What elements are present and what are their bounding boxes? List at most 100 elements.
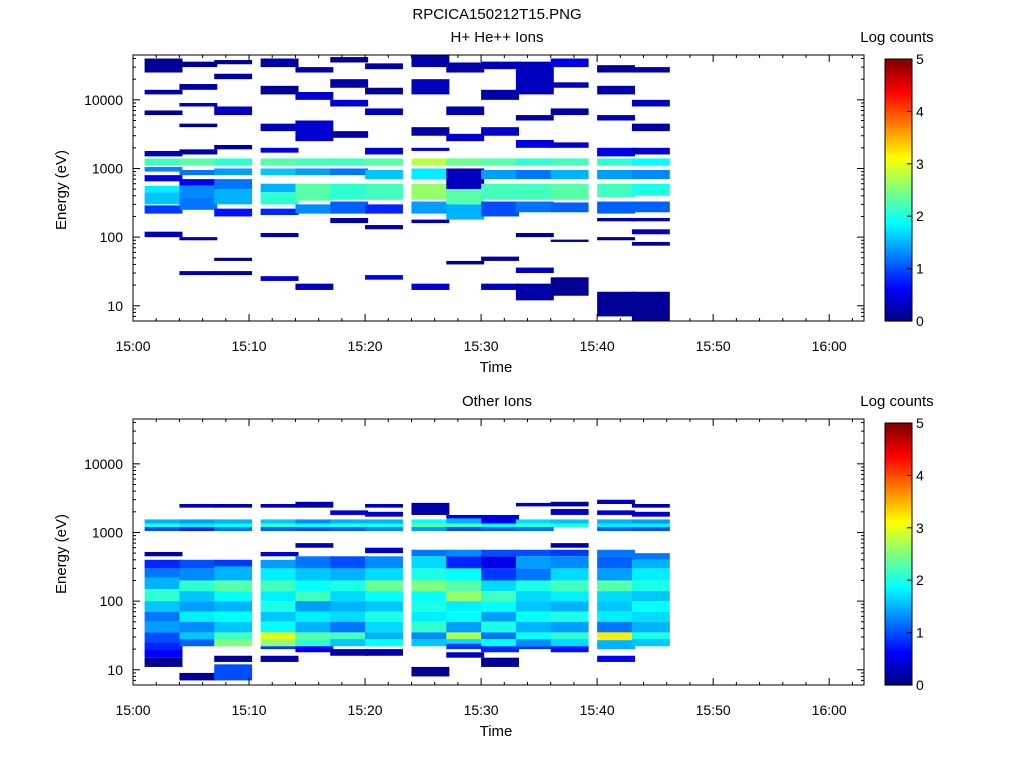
- heatmap-cell: [214, 601, 253, 612]
- colorbar-segment: [885, 548, 912, 552]
- heatmap-cell: [550, 549, 589, 557]
- heatmap-cell: [295, 621, 334, 633]
- heatmap-cell: [260, 504, 299, 508]
- colorbar-segment: [885, 111, 912, 115]
- colorbar-segment: [885, 593, 912, 597]
- colorbar-segment: [885, 205, 912, 209]
- colorbar-segment: [885, 273, 912, 278]
- colorbar-segment: [885, 137, 912, 141]
- colorbar-segment: [885, 535, 912, 539]
- colorbar-segment: [885, 682, 912, 686]
- heatmap-cell: [295, 632, 334, 640]
- colorbar-segment: [885, 229, 912, 233]
- heatmap-cell: [179, 672, 218, 681]
- colorbar-segment: [885, 488, 912, 492]
- heatmap-cell: [631, 241, 670, 246]
- heatmap-cell: [295, 556, 334, 569]
- colorbar-segment: [885, 98, 912, 102]
- heatmap-cell: [144, 621, 183, 633]
- heatmap-cell: [260, 646, 299, 650]
- heatmap-cell: [260, 527, 299, 532]
- heatmap-cell: [179, 123, 218, 128]
- heatmap-cell: [597, 568, 636, 581]
- colorbar-segment: [885, 161, 912, 165]
- colorbar-segment: [885, 315, 912, 319]
- colorbar-segment: [885, 653, 912, 657]
- heatmap-cell: [515, 527, 554, 532]
- colorbar-segment: [885, 525, 912, 529]
- heatmap-cell: [631, 591, 670, 602]
- x-tick-label: 15:00: [115, 702, 150, 718]
- colorbar-segment: [885, 661, 912, 665]
- colorbar-segment: [885, 496, 912, 500]
- x-tick-label: 15:20: [348, 338, 383, 354]
- heatmap-cell: [631, 611, 670, 622]
- colorbar-segment: [885, 658, 912, 663]
- colorbar-segment: [885, 478, 912, 482]
- colorbar-segment: [885, 163, 912, 168]
- colorbar-segment: [885, 300, 912, 304]
- heatmap-cell: [260, 519, 299, 524]
- heatmap-cell: [330, 523, 369, 528]
- colorbar-segment: [885, 619, 912, 623]
- colorbar-segment: [885, 514, 912, 518]
- colorbar-segment: [885, 239, 912, 243]
- colorbar-segment: [885, 664, 912, 668]
- heatmap-cell: [515, 201, 554, 213]
- colorbar-segment: [885, 255, 912, 259]
- colorbar-segment: [885, 467, 912, 471]
- heatmap-cell: [446, 611, 485, 622]
- heatmap-cells: [144, 499, 670, 681]
- colorbar-segment: [885, 574, 912, 579]
- colorbar-segment: [885, 519, 912, 524]
- heatmap-cell: [597, 549, 636, 557]
- heatmap-cell: [179, 61, 218, 68]
- heatmap-cell: [214, 257, 253, 261]
- heatmap-cell: [481, 611, 519, 622]
- heatmap-cell: [515, 639, 554, 647]
- heatmap-cell: [330, 99, 369, 107]
- heatmap-cell: [515, 502, 554, 507]
- heatmap-cell: [260, 208, 299, 216]
- colorbar-segment: [885, 294, 912, 299]
- colorbar-segment: [885, 231, 912, 236]
- heatmap-cell: [481, 89, 519, 100]
- heatmap-cell: [411, 147, 450, 151]
- x-tick-label: 15:10: [232, 702, 267, 718]
- heatmap-cell: [179, 601, 218, 612]
- colorbar-segment: [885, 480, 912, 484]
- heatmap-cell: [446, 133, 485, 142]
- colorbar-segment: [885, 224, 912, 228]
- heatmap-cell: [295, 183, 334, 201]
- colorbar-segment: [885, 158, 912, 162]
- heatmap-cell: [144, 167, 183, 172]
- heatmap-cell: [295, 611, 334, 622]
- heatmap-cell: [365, 183, 403, 200]
- heatmap-cell: [597, 237, 636, 241]
- y-tick-label: 10000: [84, 92, 123, 108]
- colorbar-segment: [885, 459, 912, 463]
- colorbar-segment: [885, 190, 912, 194]
- heatmap-cell: [411, 79, 450, 95]
- heatmap-cell: [330, 580, 369, 592]
- colorbar-segment: [885, 192, 912, 196]
- panel-title: H+ He++ Ions: [451, 29, 544, 46]
- colorbar-segment: [885, 286, 912, 291]
- colorbar-segment: [885, 656, 912, 660]
- colorbar-segment: [885, 258, 912, 262]
- heatmap-cell: [411, 201, 450, 214]
- heatmap-cell: [144, 58, 183, 73]
- heatmap-cell: [144, 158, 183, 166]
- heatmap-cell: [515, 61, 554, 95]
- heatmap-cell: [515, 519, 554, 524]
- heatmap-cell: [330, 168, 369, 176]
- x-tick-label: 15:40: [580, 338, 615, 354]
- heatmap-cell: [330, 591, 369, 602]
- heatmap-cell: [214, 158, 253, 166]
- heatmap-cell: [631, 553, 670, 560]
- heatmap-cell: [515, 232, 554, 238]
- heatmap-cell: [597, 170, 636, 180]
- heatmap-cell: [365, 611, 403, 622]
- heatmap-cell: [214, 655, 253, 662]
